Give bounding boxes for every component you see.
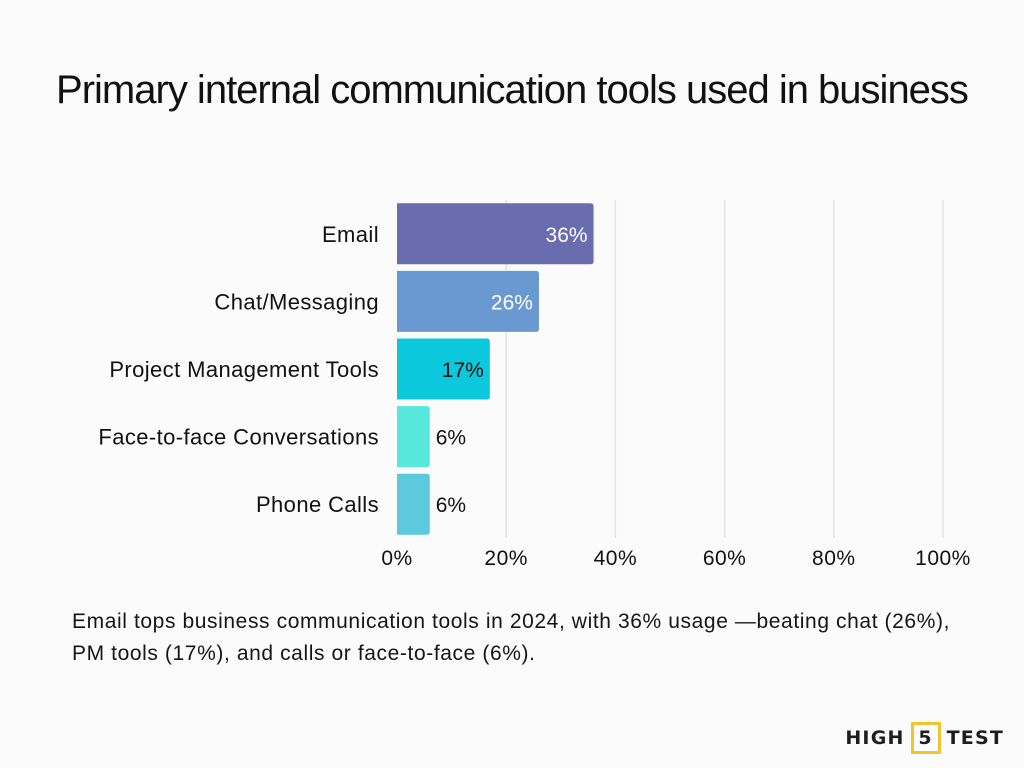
bar <box>397 203 594 265</box>
value-label: 17% <box>442 359 484 382</box>
x-tick-label: 80% <box>812 547 856 570</box>
chart-caption: Email tops business communication tools … <box>72 610 951 665</box>
bar <box>397 338 490 400</box>
value-label: 36% <box>546 224 588 247</box>
category-label: Face-to-face Conversations <box>98 425 379 450</box>
category-label: Chat/Messaging <box>214 289 379 314</box>
x-tick-label: 100% <box>915 547 971 570</box>
x-tick-label: 0% <box>381 547 412 570</box>
bars <box>397 203 594 535</box>
value-label: 6% <box>436 427 466 450</box>
value-labels: 36% 26% 17% 6% 6% <box>436 224 588 517</box>
x-axis-tick-labels: 0% 20% 40% 60% 80% 100% <box>381 547 971 570</box>
value-label: 6% <box>436 494 466 517</box>
category-label: Email <box>322 222 379 247</box>
category-label: Project Management Tools <box>109 357 379 382</box>
chart-title: Primary internal communication tools use… <box>56 68 969 112</box>
bar-chart: Email Chat/Messaging Project Management To… <box>98 200 971 570</box>
value-label: 26% <box>491 291 533 314</box>
bar <box>397 406 430 468</box>
x-tick-label: 20% <box>484 547 528 570</box>
category-labels: Email Chat/Messaging Project Management To… <box>98 222 379 517</box>
logo-text-left: HIGH <box>845 727 905 749</box>
bar <box>397 270 539 332</box>
x-tick-label: 40% <box>594 547 638 570</box>
logo-number: 5 <box>910 722 941 754</box>
category-label: Phone Calls <box>256 492 379 517</box>
brand-logo: HIGH 5 TEST <box>845 722 1004 754</box>
x-tick-label: 60% <box>703 547 747 570</box>
bar <box>397 473 430 535</box>
logo-text-right: TEST <box>946 727 1004 749</box>
